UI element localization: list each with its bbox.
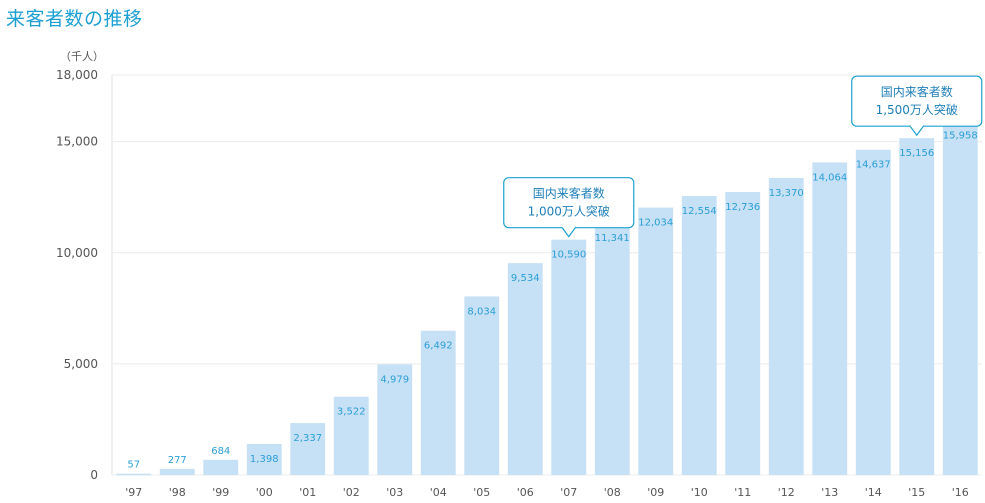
callout-pointer [561, 226, 577, 238]
x-tick-label: '03 [386, 486, 403, 499]
x-tick-label: '07 [560, 486, 577, 499]
x-tick-label: '10 [691, 486, 708, 499]
bar-value-label: 3,522 [337, 407, 366, 418]
bar [594, 222, 630, 475]
bar-value-label: 2,337 [293, 433, 322, 444]
bar [899, 138, 935, 475]
callout-line: 国内来客者数 [533, 186, 605, 201]
bar [290, 423, 326, 475]
bar [159, 468, 195, 475]
x-tick-label: '13 [821, 486, 838, 499]
x-tick-label: '16 [952, 486, 969, 499]
y-axis: （千人） 0 5,000 10,000 15,000 18,000 [56, 50, 104, 482]
y-tick-label: 5,000 [64, 357, 98, 371]
x-tick-label: '12 [778, 486, 795, 499]
bar [464, 296, 500, 475]
grid-lines [111, 74, 982, 476]
bar [377, 364, 413, 475]
y-tick-label: 15,000 [56, 135, 98, 149]
callout-box [503, 177, 635, 229]
x-tick-label: '06 [517, 486, 534, 499]
bar-value-label: 10,590 [551, 250, 586, 261]
bar-series: 57 277 684 1,398 2,337 3,522 4,979 6,492 8,034 9,… [116, 120, 978, 476]
x-tick-label: '98 [169, 486, 186, 499]
callout-line: 国内来客者数 [881, 84, 953, 99]
bar [681, 196, 717, 475]
x-tick-label: '01 [299, 486, 316, 499]
x-tick-label: '97 [125, 486, 142, 499]
callout-line: 1,000万人突破 [528, 204, 610, 219]
bar-value-label: 4,979 [380, 374, 409, 385]
bar-value-label: 15,958 [943, 130, 978, 141]
bar-value-label: 13,370 [769, 188, 804, 199]
bar [507, 263, 543, 475]
x-tick-label: '15 [908, 486, 925, 499]
x-tick-label: '09 [647, 486, 664, 499]
callout-box [851, 75, 983, 127]
x-tick-label: '11 [734, 486, 751, 499]
bar-value-label: 9,534 [511, 273, 540, 284]
x-tick-label: '14 [865, 486, 882, 499]
x-tick-label: '00 [256, 486, 273, 499]
bar-value-label: 6,492 [424, 341, 453, 352]
bar-value-label: 1,398 [250, 454, 279, 465]
bar-value-label: 14,637 [856, 160, 891, 171]
callout: 国内来客者数 1,500万人突破 [851, 75, 983, 137]
bar-value-label: 12,034 [638, 218, 673, 229]
bar-value-label: 8,034 [467, 306, 496, 317]
bar-value-label: 57 [127, 460, 140, 471]
bar [855, 149, 891, 475]
bar [725, 191, 761, 475]
callout: 国内来客者数 1,000万人突破 [503, 177, 635, 238]
bar [420, 330, 456, 475]
callout-line: 1,500万人突破 [876, 102, 958, 117]
x-tick-label: '02 [343, 486, 360, 499]
bar-value-label: 12,736 [725, 202, 760, 213]
bar [942, 120, 978, 475]
y-tick-label: 0 [90, 468, 98, 482]
callout-pointer [909, 125, 925, 137]
bar-value-label: 11,341 [595, 233, 630, 244]
x-tick-label: '05 [473, 486, 490, 499]
bar [551, 239, 587, 475]
x-tick-label: '04 [430, 486, 447, 499]
bar [246, 443, 282, 475]
y-unit-label: （千人） [60, 50, 104, 63]
bar-value-label: 684 [211, 446, 230, 457]
x-tick-label: '99 [212, 486, 229, 499]
bar [638, 207, 674, 476]
bar-value-label: 12,554 [682, 206, 717, 217]
bar [333, 396, 369, 475]
y-tick-label: 10,000 [56, 246, 98, 260]
bar [768, 177, 804, 475]
bar-value-label: 277 [168, 455, 187, 466]
bar-value-label: 14,064 [812, 172, 847, 183]
chart-title: 来客者数の推移 [6, 8, 143, 30]
x-axis: '97 '98 '99 '00 '01 '02 '03 '04 '05 '06 '07 '08 '09 '… [125, 486, 969, 499]
bar-value-label: 15,156 [899, 148, 934, 159]
x-tick-label: '08 [604, 486, 621, 499]
bar [812, 162, 848, 475]
y-tick-label: 18,000 [56, 68, 98, 82]
bar [203, 459, 239, 475]
bar [116, 473, 152, 476]
